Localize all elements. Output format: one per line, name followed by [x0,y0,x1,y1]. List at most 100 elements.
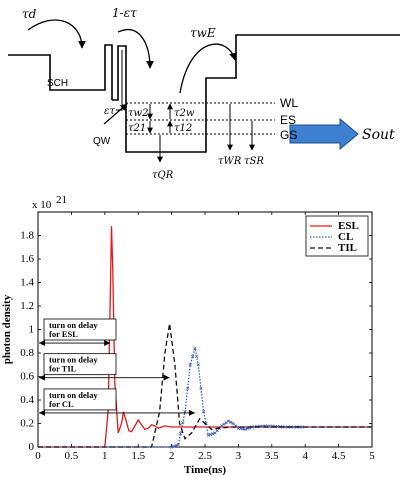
delay-arrow-head-right [188,409,195,416]
delay-arrow-head-right [163,374,170,381]
y-tick-label: 1.8 [20,230,34,242]
series-marker-cl [270,424,275,428]
series-marker-cl [243,427,247,432]
y-tick-label: 1 [29,324,35,336]
series-marker-cl [231,421,235,426]
label-tau-21: τ21 [128,123,146,134]
series-marker-cl [260,424,265,428]
series-marker-cl [297,425,302,429]
series-marker-cl [190,354,195,359]
series-marker-cl [283,425,287,429]
label-es: ES [280,113,296,127]
series-marker-cl [196,363,200,367]
x-tick-label: 1 [102,450,108,462]
series-marker-cl [241,427,245,431]
series-marker-cl [224,421,228,425]
series-marker-cl [268,424,272,428]
x-tick-label: 4 [302,450,308,462]
delay-annotation-line1: turn on delay [49,355,98,365]
y-tick-label: 0 [29,441,35,453]
series-marker-cl [289,425,293,429]
series-marker-cl [193,346,197,350]
series-marker-cl [229,420,233,424]
delay-arrow-head-right [104,340,111,347]
delay-annotation-box [43,388,117,411]
series-marker-cl [294,425,299,429]
x-tick-label: 3.5 [265,450,279,462]
series-marker-cl [234,424,238,428]
series-marker-cl [217,426,222,430]
delay-annotation-box [43,353,117,376]
legend-label-cl: CL [338,231,353,243]
series-marker-cl [300,425,304,429]
x-tick-label: 2 [169,450,175,462]
plot-frame [37,211,373,448]
label-tau-2w: τ2w [174,108,195,119]
x-tick-label: 0 [35,450,41,462]
quantum-well-outline [116,50,123,111]
series-marker-cl [183,410,187,414]
y-tick-label: 0.8 [20,347,34,359]
x-tick-label: 2.5 [198,450,212,462]
series-marker-cl [255,424,259,429]
series-marker-cl [208,432,213,437]
band-profile-left [8,44,113,100]
series-marker-cl [292,425,296,429]
series-marker-cl [273,424,277,429]
series-marker-cl [169,445,174,449]
label-tau-qr: τQR [152,170,174,181]
series-marker-cl [204,421,208,426]
label-gs: GS [280,128,297,142]
label-tau-we: τwE [190,26,216,40]
series-marker-cl [286,425,290,429]
delay-annotation-box [43,318,117,341]
series-marker-cl [278,425,282,429]
series-marker-cl [181,421,185,425]
y-tick-label: 1.4 [20,277,34,289]
series-marker-cl [176,443,180,447]
label-tau-sr: τSR [244,156,264,167]
series-marker-cl [178,432,183,436]
series-marker-cl [213,431,217,435]
series-marker-cl [202,410,206,414]
x-tick-label: 3 [236,450,242,462]
series-line-esl [38,226,372,448]
label-s-out: Sout [362,127,395,143]
series-marker-cl [245,426,249,431]
label-one-minus-eps: 1-ετ [112,6,137,20]
y-tick-label: 1.6 [20,253,34,265]
label-qw: QW [93,136,111,147]
series-marker-cl [258,424,262,428]
y-tick-label: 1.2 [20,300,34,312]
legend-label-til: TIL [338,242,357,254]
tau-we-arrow [179,43,237,94]
series-marker-cl [281,425,285,429]
series-marker-cl [275,424,280,429]
series-marker-cl [172,444,176,448]
series-marker-cl [206,433,210,437]
series-marker-cl [174,443,178,448]
series-marker-cl [220,424,224,428]
legend-box [305,215,369,257]
x-tick-label: 5 [369,450,375,462]
series-line-cl [38,348,372,448]
delay-arrow-head-left [39,374,45,381]
y-tick-label: 0.4 [20,394,34,406]
output-arrow [289,117,359,151]
legend-label-esl: ESL [338,220,359,232]
series-marker-cl [226,419,231,423]
label-tau-w2: τw2 [128,108,148,119]
series-marker-cl [265,424,270,428]
label-eps-tau: ετ [104,106,115,117]
series-marker-cl [238,426,243,431]
y-tick-label: 0.2 [20,418,34,430]
series-marker-cl [247,426,252,430]
x-tick-label: 0.5 [65,450,79,462]
series-marker-cl [263,424,267,428]
eps-tau-arrow [103,103,128,125]
y-axis-title: photon density [1,294,13,364]
series-marker-cl [188,363,192,367]
delay-annotation-line1: turn on delay [49,320,98,330]
series-marker-cl [236,426,241,430]
